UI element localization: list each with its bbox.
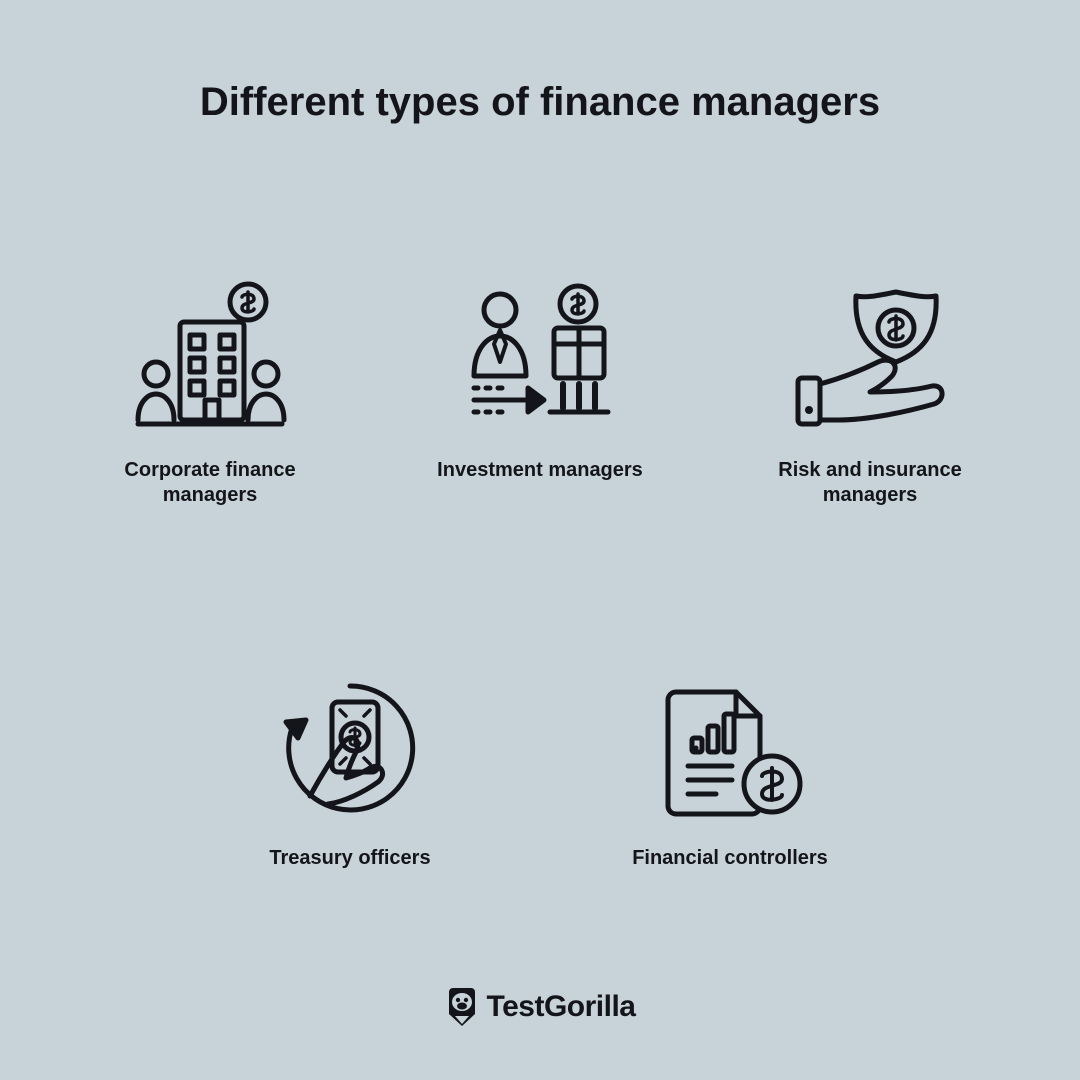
infographic-item: Financial controllers [580,658,880,871]
infographic-item: Risk and insurance managers [720,270,1020,508]
item-label: Corporate finance managers [100,458,320,508]
person-bank-arrow-icon [450,270,630,440]
infographic-item: Investment managers [390,270,690,508]
infographic-item: Treasury officers [200,658,500,871]
hand-cash-cycle-icon [260,658,440,828]
gorilla-pencil-icon [445,986,479,1028]
item-label: Financial controllers [632,846,828,871]
item-label: Treasury officers [269,846,430,871]
items-grid: Corporate finance managers [0,270,1080,871]
item-label: Risk and insurance managers [760,458,980,508]
brand-name: TestGorilla [487,990,636,1024]
hand-shield-dollar-icon [780,270,960,440]
brand-logo: TestGorilla [0,986,1080,1028]
page-title: Different types of finance managers [190,0,890,126]
item-label: Investment managers [437,458,643,483]
building-people-dollar-icon [120,270,300,440]
infographic-item: Corporate finance managers [60,270,360,508]
report-chart-dollar-icon [640,658,820,828]
